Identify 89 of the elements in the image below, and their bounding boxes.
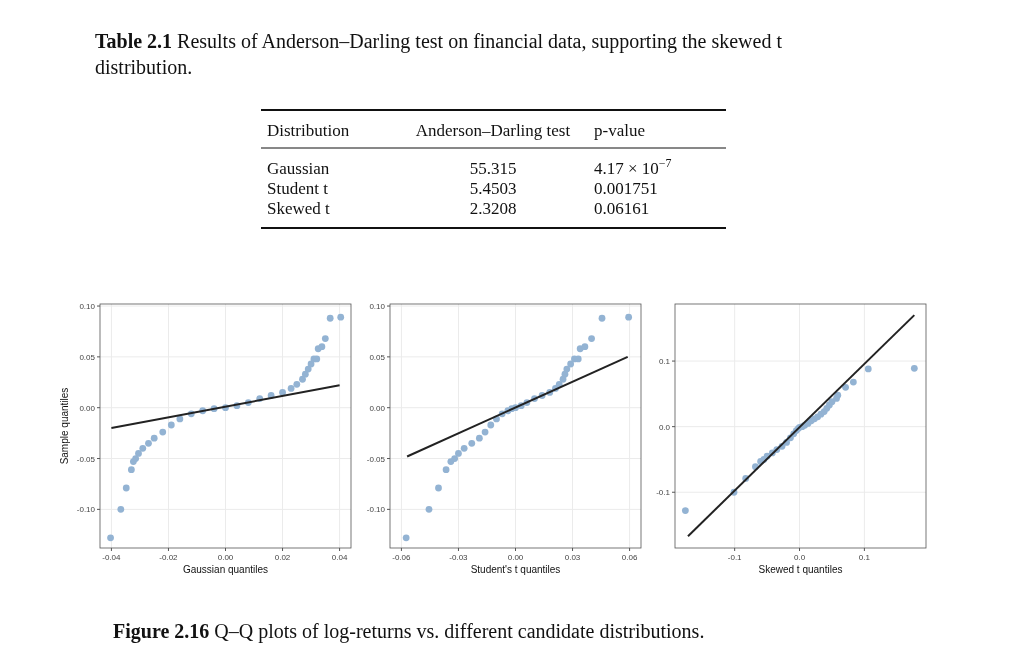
point xyxy=(139,444,147,452)
point xyxy=(145,439,152,447)
x-tick-label: -0.04 xyxy=(102,553,122,562)
point xyxy=(307,360,315,368)
x-tick-label: -0.03 xyxy=(449,553,469,562)
x-tick-label: -0.06 xyxy=(392,553,412,562)
text: 5.4503 xyxy=(469,179,517,198)
point xyxy=(279,389,286,396)
text: 0.06161 xyxy=(594,199,650,218)
point xyxy=(167,421,175,429)
y-tick-label: 0.0 xyxy=(658,422,671,432)
x-tick-label: 0.0 xyxy=(793,553,806,562)
text: 4.17 × 10$^{−7}$ xyxy=(594,156,672,178)
point xyxy=(598,314,606,322)
point xyxy=(455,450,462,457)
point xyxy=(567,360,575,368)
point xyxy=(559,375,567,383)
point xyxy=(681,507,689,515)
point xyxy=(475,434,483,442)
point xyxy=(122,484,130,492)
point xyxy=(337,313,345,321)
point xyxy=(301,370,309,378)
y-tick-label: -0.05 xyxy=(366,454,386,464)
caption: Figure 2.16 Q–Q plots of log-returns vs. different candidate distributions. xyxy=(113,620,705,643)
x-axis-title: Skewed t quantiles xyxy=(758,564,843,575)
point xyxy=(834,391,842,399)
point xyxy=(150,434,158,442)
y-tick-label: 0.05 xyxy=(369,352,386,362)
x-tick-label: -0.02 xyxy=(159,553,179,562)
y-tick-label: 0.00 xyxy=(79,403,96,413)
point xyxy=(117,505,125,513)
point xyxy=(425,505,433,513)
point xyxy=(159,428,167,436)
y-tick-label: -0.10 xyxy=(366,505,386,515)
point xyxy=(127,466,135,474)
point xyxy=(451,455,459,462)
point xyxy=(864,365,872,373)
text: Gaussian xyxy=(267,159,330,178)
y-tick-label: -0.10 xyxy=(76,505,96,515)
point xyxy=(326,314,334,322)
text: Anderson–Darling test xyxy=(415,121,571,140)
x-axis-title: Student's t quantiles xyxy=(470,564,561,575)
x-tick-label: 0.03 xyxy=(564,553,581,562)
point xyxy=(849,378,857,386)
x-tick-label: 0.06 xyxy=(621,553,638,562)
point xyxy=(442,466,450,474)
x-tick-label: 0.00 xyxy=(507,553,524,562)
point xyxy=(318,343,326,351)
point xyxy=(293,380,301,388)
text: Skewed t xyxy=(267,199,331,218)
text: Student t xyxy=(267,179,329,198)
point xyxy=(435,484,442,492)
point xyxy=(842,383,849,391)
point xyxy=(910,364,918,372)
point xyxy=(287,384,295,392)
x-tick-label: 0.00 xyxy=(217,553,234,562)
point xyxy=(460,444,468,452)
x-tick-label: 0.1 xyxy=(858,553,871,562)
y-tick-label: 0.10 xyxy=(369,302,386,312)
text: p-value xyxy=(594,121,645,140)
x-tick-label: -0.1 xyxy=(727,553,743,562)
y-tick-label: 0.05 xyxy=(79,352,96,362)
y-tick-label: -0.1 xyxy=(656,488,671,498)
point xyxy=(581,343,589,351)
point xyxy=(563,365,571,373)
point xyxy=(588,335,595,342)
x-tick-label: 0.04 xyxy=(331,553,348,562)
text: 0.001751 xyxy=(594,179,658,198)
point xyxy=(468,439,476,447)
text: 2.3208 xyxy=(469,199,517,218)
point xyxy=(299,375,306,383)
x-tick-label: 0.02 xyxy=(274,553,291,562)
point xyxy=(107,534,114,542)
y-tick-label: 0.00 xyxy=(369,403,386,413)
point xyxy=(321,335,329,342)
y-tick-label: 0.10 xyxy=(79,302,96,312)
text: 55.315 xyxy=(469,159,517,178)
y-tick-label: 0.1 xyxy=(658,357,671,367)
point xyxy=(402,534,410,542)
y-axis-title: Sample quantiles xyxy=(59,387,70,465)
text: Table 2.1 Results of Anderson–Darling test on financial data, supporting the skewed t distribution. xyxy=(95,30,783,78)
y-tick-label: -0.05 xyxy=(76,454,96,464)
point xyxy=(625,313,633,321)
point xyxy=(487,421,495,429)
text: Distribution xyxy=(267,121,350,140)
x-axis-title: Gaussian quantiles xyxy=(182,564,269,575)
point xyxy=(135,450,142,457)
point xyxy=(304,365,312,373)
point xyxy=(481,428,489,436)
